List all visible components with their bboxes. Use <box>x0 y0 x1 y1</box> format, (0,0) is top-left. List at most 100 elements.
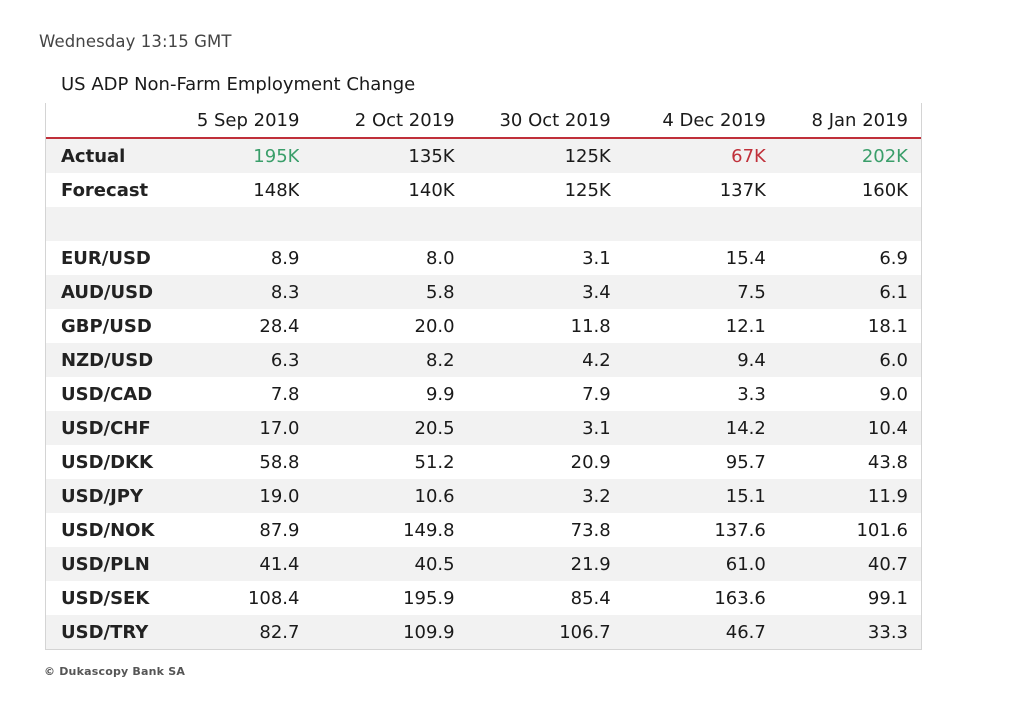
table-cell: 160K <box>861 179 908 201</box>
table-cell: 4.2 <box>582 349 611 371</box>
table-cell: 82.7 <box>259 621 300 643</box>
row-label: USD/TRY <box>61 621 149 643</box>
table-cell: 149.8 <box>403 519 455 541</box>
header-cell-date: 30 Oct 2019 <box>499 109 611 131</box>
table-row: USD/CHF 17.0 20.5 3.1 14.2 10.4 <box>46 411 921 445</box>
table-cell: 163.6 <box>714 587 766 609</box>
table-row: AUD/USD 8.3 5.8 3.4 7.5 6.1 <box>46 275 921 309</box>
table-cell: 8.2 <box>425 349 455 371</box>
table-row: USD/PLN 41.4 40.5 21.9 61.0 40.7 <box>46 547 921 581</box>
table-cell: 6.9 <box>879 247 908 269</box>
table-cell: 9.0 <box>879 383 908 405</box>
table-cell: 41.4 <box>259 553 300 575</box>
table-title: US ADP Non-Farm Employment Change <box>61 74 416 95</box>
table-cell: 8.3 <box>270 281 300 303</box>
table-cell: 21.9 <box>570 553 611 575</box>
table-cell: 135K <box>408 145 455 167</box>
spacer-cell <box>46 207 921 241</box>
table-cell: 125K <box>564 179 611 201</box>
table-cell: 3.1 <box>582 417 611 439</box>
table-cell: 18.1 <box>867 315 908 337</box>
table-row: USD/SEK 108.4 195.9 85.4 163.6 99.1 <box>46 581 921 615</box>
row-label: USD/DKK <box>61 451 153 473</box>
table-cell: 43.8 <box>867 451 908 473</box>
table-cell: 137K <box>719 179 766 201</box>
table-cell: 51.2 <box>414 451 455 473</box>
data-table: 5 Sep 2019 2 Oct 2019 30 Oct 2019 4 Dec … <box>46 103 921 649</box>
table-cell: 99.1 <box>867 587 908 609</box>
table-row-actual: Actual 195K 135K 125K 67K 202K <box>46 138 921 173</box>
table-cell: 46.7 <box>725 621 766 643</box>
table-row: GBP/USD 28.4 20.0 11.8 12.1 18.1 <box>46 309 921 343</box>
row-label: NZD/USD <box>61 349 154 371</box>
row-label: USD/JPY <box>61 485 144 507</box>
table-cell: 15.1 <box>725 485 766 507</box>
table-row: USD/NOK 87.9 149.8 73.8 137.6 101.6 <box>46 513 921 547</box>
header-cell-empty <box>46 103 173 138</box>
table-cell: 6.0 <box>879 349 908 371</box>
table-cell: 109.9 <box>403 621 455 643</box>
copyright-footer: © Dukascopy Bank SA <box>44 665 186 678</box>
row-label: Actual <box>61 145 126 167</box>
table-cell: 40.7 <box>867 553 908 575</box>
table-cell: 19.0 <box>259 485 300 507</box>
table-row-spacer <box>46 207 921 241</box>
row-label: USD/NOK <box>61 519 155 541</box>
table-row: EUR/USD 8.9 8.0 3.1 15.4 6.9 <box>46 241 921 275</box>
table-cell: 28.4 <box>259 315 300 337</box>
row-label: USD/PLN <box>61 553 150 575</box>
table-cell: 108.4 <box>247 587 300 609</box>
table-cell: 12.1 <box>725 315 766 337</box>
header-cell-date: 5 Sep 2019 <box>196 109 300 131</box>
table-cell: 10.6 <box>414 485 455 507</box>
table-cell: 58.8 <box>259 451 300 473</box>
row-label: USD/CAD <box>61 383 153 405</box>
table-cell: 9.4 <box>737 349 766 371</box>
header-row: 5 Sep 2019 2 Oct 2019 30 Oct 2019 4 Dec … <box>46 103 921 138</box>
table-cell: 85.4 <box>570 587 611 609</box>
table-cell: 73.8 <box>570 519 611 541</box>
table-cell: 11.8 <box>570 315 611 337</box>
header-cell-date: 2 Oct 2019 <box>354 109 455 131</box>
table-cell: 5.8 <box>425 281 455 303</box>
table-cell: 3.3 <box>737 383 766 405</box>
table-cell: 8.9 <box>270 247 300 269</box>
table-cell: 202K <box>861 145 908 167</box>
table-cell: 9.9 <box>425 383 455 405</box>
table-cell: 101.6 <box>856 519 908 541</box>
table-cell: 195K <box>253 145 300 167</box>
table-row: USD/JPY 19.0 10.6 3.2 15.1 11.9 <box>46 479 921 513</box>
table-cell: 67K <box>731 145 766 167</box>
table-cell: 61.0 <box>725 553 766 575</box>
row-label: EUR/USD <box>61 247 151 269</box>
row-label: GBP/USD <box>61 315 152 337</box>
table-cell: 106.7 <box>559 621 611 643</box>
table-cell: 3.1 <box>582 247 611 269</box>
table-row: USD/TRY 82.7 109.9 106.7 46.7 33.3 <box>46 615 921 649</box>
table-cell: 14.2 <box>725 417 766 439</box>
table-cell: 137.6 <box>714 519 766 541</box>
table-cell: 8.0 <box>425 247 455 269</box>
table-row: USD/CAD 7.8 9.9 7.9 3.3 9.0 <box>46 377 921 411</box>
table-cell: 15.4 <box>725 247 766 269</box>
table-row: USD/DKK 58.8 51.2 20.9 95.7 43.8 <box>46 445 921 479</box>
table-cell: 11.9 <box>867 485 908 507</box>
data-table-container: 5 Sep 2019 2 Oct 2019 30 Oct 2019 4 Dec … <box>45 103 922 650</box>
table-cell: 20.5 <box>414 417 455 439</box>
table-cell: 7.9 <box>582 383 611 405</box>
table-cell: 6.1 <box>879 281 908 303</box>
table-cell: 95.7 <box>725 451 766 473</box>
header-cell-date: 4 Dec 2019 <box>662 109 766 131</box>
row-label: AUD/USD <box>61 281 154 303</box>
row-label: Forecast <box>61 179 149 201</box>
row-label: USD/CHF <box>61 417 151 439</box>
table-cell: 140K <box>408 179 455 201</box>
table-cell: 125K <box>564 145 611 167</box>
table-cell: 20.0 <box>414 315 455 337</box>
table-row-forecast: Forecast 148K 140K 125K 137K 160K <box>46 173 921 207</box>
table-cell: 3.2 <box>582 485 611 507</box>
table-cell: 20.9 <box>570 451 611 473</box>
timestamp: Wednesday 13:15 GMT <box>39 32 232 51</box>
table-cell: 87.9 <box>259 519 300 541</box>
table-cell: 7.8 <box>270 383 300 405</box>
